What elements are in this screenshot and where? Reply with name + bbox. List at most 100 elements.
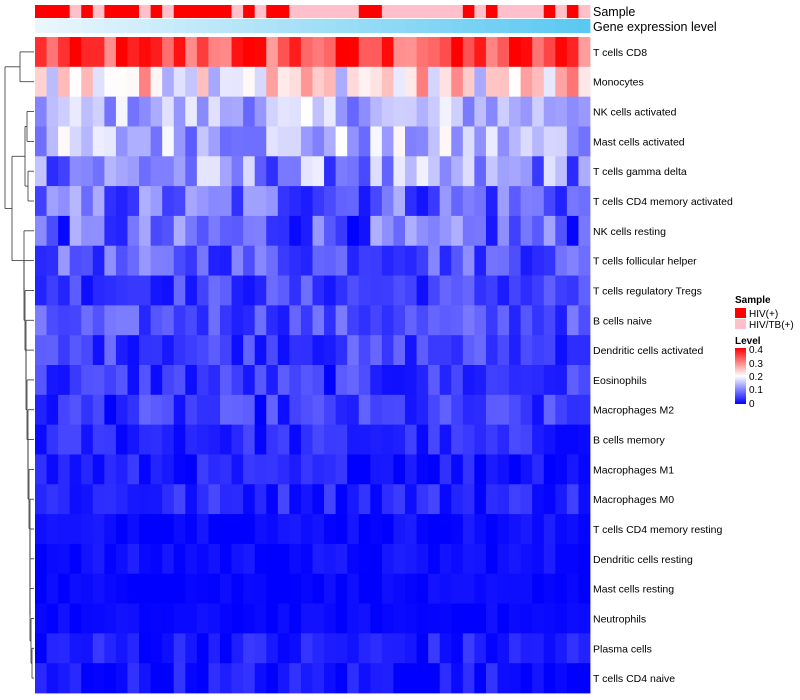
heatmap-cell [220, 156, 232, 187]
heatmap-cell [485, 543, 498, 575]
heatmap-cell [439, 633, 452, 664]
heatmap-cell [208, 514, 221, 545]
heatmap-cell [335, 96, 348, 127]
heatmap-cell [162, 305, 175, 336]
gene-level-cell [300, 19, 313, 33]
heatmap-cell [324, 633, 337, 664]
heatmap-cell [520, 663, 533, 694]
heatmap-cell [173, 633, 186, 664]
heatmap-cell [462, 37, 475, 68]
heatmap-cell [416, 573, 429, 604]
heatmap-cell [254, 96, 267, 127]
heatmap-cell [462, 603, 475, 634]
heatmap-cell [578, 66, 591, 98]
heatmap-cell [439, 66, 452, 98]
heatmap-cell [416, 96, 429, 127]
row-label-nk-cells-activated: NK cells activated [593, 107, 677, 119]
heatmap-cell [451, 335, 464, 366]
heatmap-cell [485, 663, 498, 694]
heatmap-cell [277, 484, 290, 515]
heatmap-cell [335, 156, 348, 187]
heatmap-cell [520, 633, 533, 664]
heatmap-cell [555, 335, 568, 366]
heatmap-cell [196, 305, 209, 336]
heatmap-cell [381, 663, 394, 694]
heatmap-cell [439, 156, 452, 187]
heatmap-cell [543, 37, 556, 68]
row-dendrogram [4, 51, 34, 679]
heatmap-cell [347, 96, 360, 127]
heatmap-cell [543, 335, 556, 366]
heatmap-cell [358, 424, 371, 455]
legend-swatch-hivtb [735, 319, 746, 329]
heatmap-cell [358, 603, 371, 634]
heatmap-cell [243, 484, 256, 515]
heatmap-cell [208, 275, 221, 306]
heatmap-cell [347, 603, 360, 634]
heatmap-cell [347, 215, 360, 247]
heatmap-cell [92, 663, 105, 694]
sample-annotation-label: Sample [593, 5, 635, 19]
heatmap-cell [416, 454, 429, 485]
heatmap-cell [347, 335, 360, 366]
heatmap-cell [243, 514, 256, 545]
heatmap-cell [312, 603, 325, 634]
gene-level-cell [451, 19, 464, 33]
sample-cell [335, 5, 348, 18]
heatmap-cell [543, 663, 556, 694]
heatmap-cell [532, 454, 545, 485]
heatmap-cell [347, 424, 360, 455]
heatmap-cell [405, 215, 417, 247]
heatmap-cell [520, 215, 533, 247]
heatmap-cell [185, 633, 198, 664]
heatmap-cell [81, 186, 94, 217]
heatmap-cell [520, 126, 533, 157]
heatmap-cell [324, 663, 337, 694]
heatmap-cell [485, 275, 498, 306]
heatmap-cell [451, 275, 464, 306]
heatmap-cell [393, 215, 406, 247]
sample-cell [358, 5, 371, 18]
heatmap-cell [300, 335, 313, 366]
heatmap-cell [104, 454, 117, 485]
sample-cell [196, 5, 209, 18]
gene-level-cell [289, 19, 302, 33]
heatmap-cell [46, 573, 59, 604]
heatmap-cell [578, 543, 591, 575]
heatmap-cell [196, 215, 209, 247]
heatmap-cell [451, 663, 464, 694]
heatmap-cell [127, 37, 140, 68]
heatmap-cell [196, 573, 209, 604]
heatmap-cell [139, 454, 152, 485]
heatmap-cell [300, 484, 313, 515]
heatmap-cell [35, 215, 47, 247]
heatmap-cell [69, 394, 82, 426]
heatmap-cell [162, 394, 175, 426]
heatmap-cell [266, 126, 279, 157]
heatmap-cell [324, 335, 337, 366]
row-label-dendritic-cells-resting: Dendritic cells resting [593, 554, 693, 566]
heatmap-cell [462, 424, 475, 455]
heatmap-cell [208, 335, 221, 366]
heatmap-cell [185, 603, 198, 634]
heatmap-cell [578, 424, 591, 455]
heatmap-cell [532, 186, 545, 217]
heatmap-cell [139, 275, 152, 306]
heatmap-cell [69, 305, 82, 336]
heatmap-cell [81, 156, 94, 187]
heatmap-cell [520, 454, 533, 485]
heatmap-cell [231, 126, 244, 157]
heatmap-cell [92, 126, 105, 157]
heatmap-cell [266, 96, 279, 127]
heatmap-cell [243, 454, 256, 485]
heatmap-cell [462, 454, 475, 485]
heatmap-cell [150, 186, 163, 217]
heatmap-cell [208, 603, 221, 634]
row-label-b-cells-memory: B cells memory [593, 435, 666, 447]
heatmap-cell [35, 156, 47, 187]
heatmap-cell [289, 394, 302, 426]
gene-level-cell [485, 19, 498, 33]
heatmap-cell [46, 215, 59, 247]
heatmap-cell [115, 245, 128, 276]
sample-cell [127, 5, 140, 18]
